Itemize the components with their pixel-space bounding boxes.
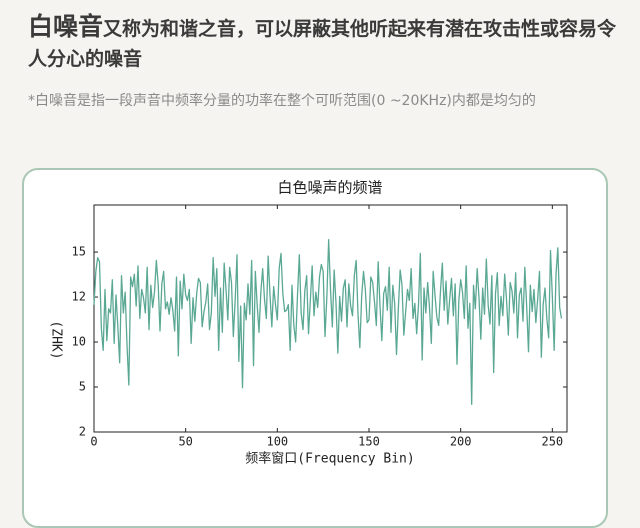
y-tick-label: 12 [72, 290, 86, 304]
y-tick-label: 15 [72, 245, 86, 259]
chart-title: 白色噪声的频谱 [277, 179, 382, 197]
heading: 白噪音又称为和谐之音，可以屏蔽其他听起来有潜在攻击性或容易令人分心的噪音 [28, 12, 618, 74]
y-tick-label: 10 [72, 335, 86, 349]
x-tick-label: 100 [266, 435, 288, 449]
page: {"heading": {"title": "白噪音", "text": "又称… [22, 12, 618, 528]
y-axis-label: (ZHK) [49, 320, 64, 359]
x-tick-label: 0 [90, 435, 97, 449]
heading-title: 白噪音 [28, 12, 104, 41]
x-tick-label: 150 [358, 435, 380, 449]
chart: 白色噪声的频谱 频率窗口(Frequency Bin) (ZHK) 0 50 100… [49, 179, 568, 467]
heading-text: 又称为和谐之音，可以屏蔽其他听起来有潜在攻击性或容易令人分心的噪音 [28, 18, 617, 70]
y-tick-label: 2 [79, 425, 86, 439]
noise-line [93, 238, 563, 405]
x-tick-label: 50 [178, 435, 192, 449]
x-axis-label: 频率窗口(Frequency Bin) [245, 451, 414, 467]
note: *白噪音是指一段声音中频率分量的功率在整个可听范围(0 ~20KHz)内都是均匀… [28, 93, 536, 109]
y-tick-label: 5 [79, 380, 86, 394]
x-tick-label: 250 [541, 435, 563, 449]
x-tick-label: 200 [450, 435, 472, 449]
plot-frame [93, 204, 568, 433]
